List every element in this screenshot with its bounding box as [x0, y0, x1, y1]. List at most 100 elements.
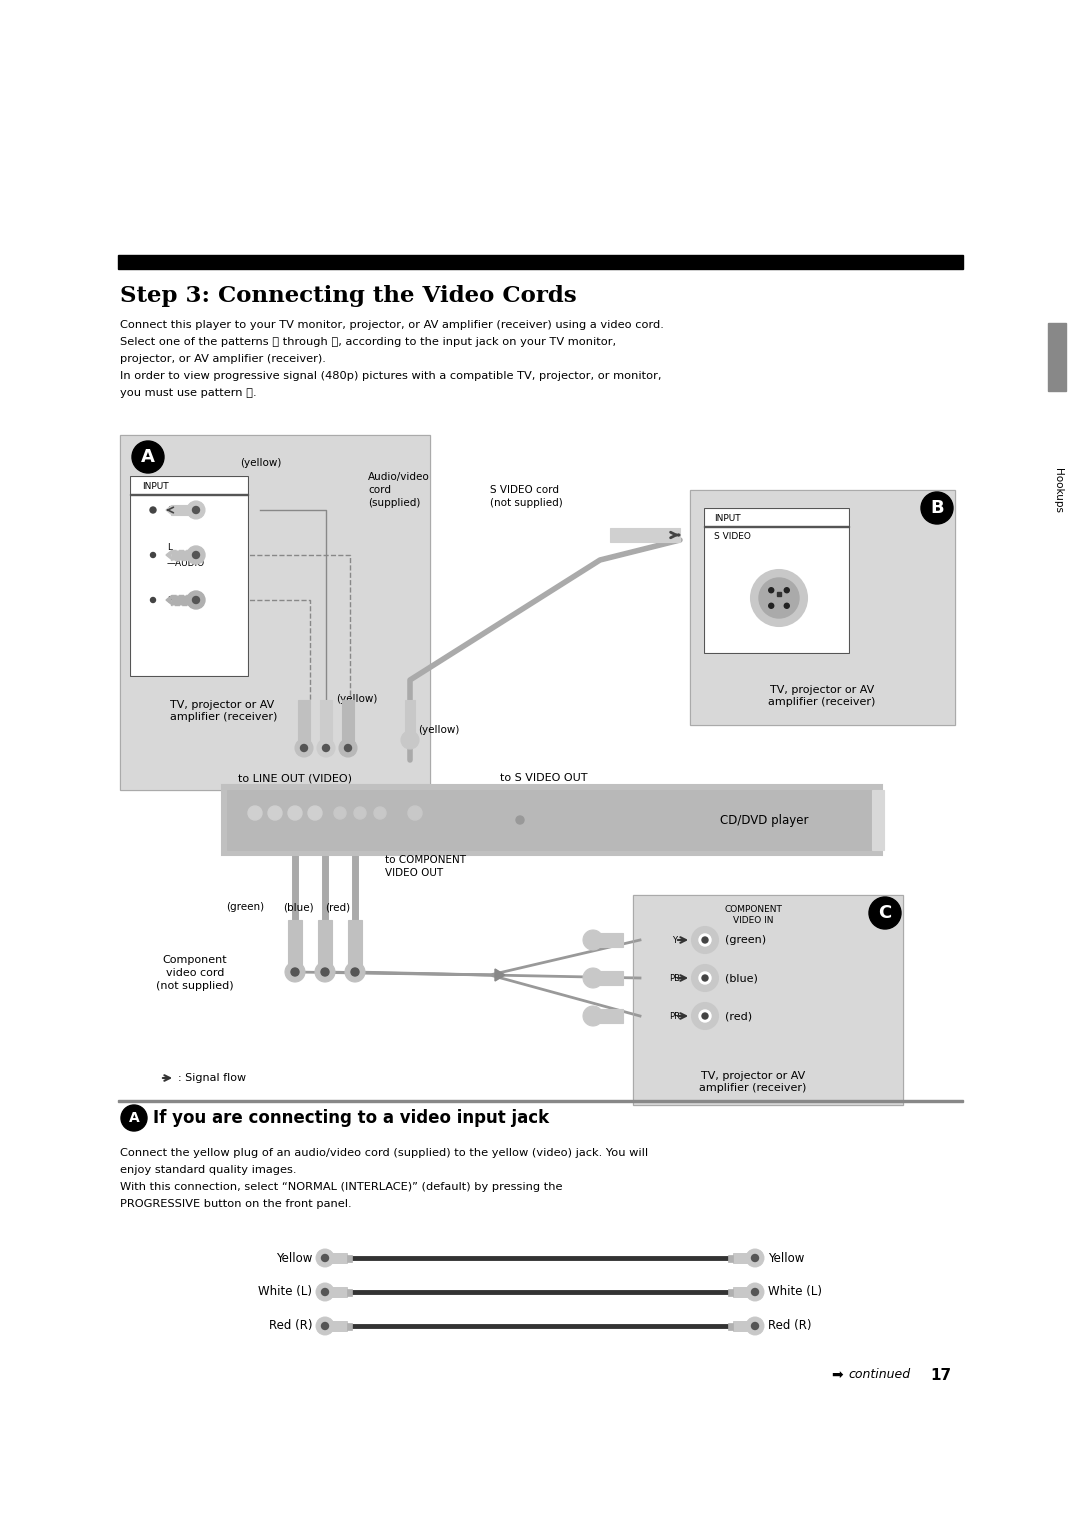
Circle shape — [334, 807, 346, 819]
Text: PB: PB — [670, 973, 680, 983]
Text: enjoy standard quality images.: enjoy standard quality images. — [120, 1164, 297, 1175]
Text: continued: continued — [848, 1368, 910, 1381]
Text: 17: 17 — [930, 1368, 951, 1383]
Circle shape — [150, 553, 156, 558]
Bar — [872, 790, 885, 850]
Bar — [704, 507, 849, 652]
Circle shape — [345, 963, 365, 983]
Bar — [222, 785, 882, 856]
Circle shape — [150, 597, 156, 602]
Circle shape — [516, 816, 524, 824]
Circle shape — [784, 588, 789, 593]
Circle shape — [752, 1254, 758, 1262]
Circle shape — [921, 492, 953, 524]
Text: Component
video cord
(not supplied): Component video cord (not supplied) — [157, 955, 233, 992]
Circle shape — [692, 966, 718, 992]
Circle shape — [408, 805, 422, 821]
Circle shape — [751, 570, 807, 626]
Bar — [120, 435, 430, 790]
Circle shape — [746, 1317, 764, 1335]
Text: —AUDIO: —AUDIO — [167, 559, 205, 568]
Circle shape — [374, 807, 386, 819]
Text: (green): (green) — [725, 935, 766, 944]
Circle shape — [702, 1013, 708, 1019]
Circle shape — [702, 975, 708, 981]
Circle shape — [308, 805, 322, 821]
Bar — [320, 700, 332, 749]
Circle shape — [285, 963, 305, 983]
Text: S VIDEO cord
(not supplied): S VIDEO cord (not supplied) — [490, 484, 563, 509]
Text: ➡: ➡ — [832, 1368, 843, 1381]
Text: Connect this player to your TV monitor, projector, or AV amplifier (receiver) us: Connect this player to your TV monitor, … — [120, 319, 664, 330]
Text: Red (R): Red (R) — [768, 1320, 811, 1332]
Bar — [690, 490, 955, 724]
Text: B: B — [930, 500, 944, 516]
Bar — [325, 1322, 347, 1331]
Text: White (L): White (L) — [258, 1285, 312, 1299]
Circle shape — [583, 931, 603, 950]
Bar — [347, 1323, 352, 1329]
Text: CD/DVD player: CD/DVD player — [720, 813, 809, 827]
Text: : Signal flow: : Signal flow — [178, 1073, 246, 1083]
Text: Yellow: Yellow — [768, 1251, 805, 1265]
Text: to LINE OUT (VIDEO): to LINE OUT (VIDEO) — [238, 773, 352, 782]
Text: (red): (red) — [325, 902, 351, 912]
Circle shape — [769, 588, 773, 593]
Text: (green): (green) — [226, 902, 265, 912]
Circle shape — [354, 807, 366, 819]
Bar — [777, 591, 781, 596]
Bar — [733, 1287, 755, 1297]
Bar — [690, 490, 955, 724]
Circle shape — [699, 934, 711, 946]
Bar — [171, 550, 195, 559]
Bar — [593, 1008, 623, 1024]
Bar — [347, 1288, 352, 1296]
Text: A: A — [141, 448, 154, 466]
Text: INPUT: INPUT — [141, 481, 168, 490]
Circle shape — [322, 1288, 328, 1296]
Circle shape — [187, 501, 205, 520]
Bar — [130, 477, 248, 675]
Text: (yellow): (yellow) — [418, 724, 459, 735]
Text: Audio/video
cord
(supplied): Audio/video cord (supplied) — [368, 472, 430, 509]
Text: Yellow: Yellow — [275, 1251, 312, 1265]
Text: If you are connecting to a video input jack: If you are connecting to a video input j… — [153, 1109, 549, 1128]
Text: projector, or AV amplifier (receiver).: projector, or AV amplifier (receiver). — [120, 354, 326, 364]
Circle shape — [784, 604, 789, 608]
Bar — [593, 934, 623, 947]
Text: TV, projector or AV
amplifier (receiver): TV, projector or AV amplifier (receiver) — [700, 1071, 807, 1093]
Circle shape — [121, 1105, 147, 1131]
Polygon shape — [166, 596, 171, 604]
Circle shape — [746, 1248, 764, 1267]
Circle shape — [401, 730, 419, 749]
Circle shape — [759, 578, 799, 617]
Circle shape — [316, 1248, 334, 1267]
Bar — [171, 594, 195, 605]
Bar — [227, 790, 877, 850]
Bar — [325, 1253, 347, 1264]
Circle shape — [143, 590, 163, 610]
Circle shape — [322, 1323, 328, 1329]
Circle shape — [746, 1284, 764, 1300]
Circle shape — [692, 1002, 718, 1028]
Text: to COMPONENT
VIDEO OUT: to COMPONENT VIDEO OUT — [384, 856, 465, 879]
Circle shape — [752, 1288, 758, 1296]
Circle shape — [300, 744, 308, 752]
Circle shape — [295, 740, 313, 756]
Circle shape — [351, 969, 359, 976]
Circle shape — [268, 805, 282, 821]
Text: Red (R): Red (R) — [269, 1320, 312, 1332]
Circle shape — [318, 740, 335, 756]
Circle shape — [288, 805, 302, 821]
Circle shape — [339, 740, 357, 756]
Bar — [405, 700, 415, 740]
Bar — [342, 700, 354, 749]
Text: PROGRESSIVE button on the front panel.: PROGRESSIVE button on the front panel. — [120, 1199, 352, 1209]
Text: With this connection, select “NORMAL (INTERLACE)” (default) by pressing the: With this connection, select “NORMAL (IN… — [120, 1183, 563, 1192]
Bar — [728, 1288, 733, 1296]
Text: C: C — [878, 905, 892, 921]
Polygon shape — [166, 552, 171, 559]
Text: L: L — [167, 542, 172, 552]
Circle shape — [699, 972, 711, 984]
Text: Step 3: Connecting the Video Cords: Step 3: Connecting the Video Cords — [120, 286, 577, 307]
